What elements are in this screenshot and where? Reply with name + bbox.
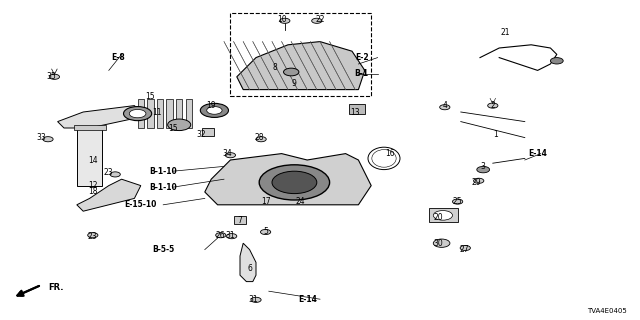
Text: 15: 15 bbox=[145, 92, 156, 100]
Text: 5: 5 bbox=[263, 228, 268, 236]
Text: 23: 23 bbox=[88, 232, 98, 241]
Circle shape bbox=[488, 103, 498, 108]
Text: 10: 10 bbox=[276, 15, 287, 24]
Polygon shape bbox=[205, 154, 371, 205]
Circle shape bbox=[216, 233, 226, 238]
Text: 1: 1 bbox=[493, 130, 499, 139]
Circle shape bbox=[280, 18, 290, 23]
Circle shape bbox=[433, 239, 450, 247]
Text: B-5-5: B-5-5 bbox=[152, 245, 174, 254]
Text: 22: 22 bbox=[316, 15, 324, 24]
Circle shape bbox=[227, 234, 237, 239]
Text: B-1-10: B-1-10 bbox=[149, 183, 177, 192]
Circle shape bbox=[474, 178, 484, 183]
Text: 20: 20 bbox=[433, 213, 444, 222]
Circle shape bbox=[272, 171, 317, 194]
Circle shape bbox=[88, 233, 98, 238]
Circle shape bbox=[124, 107, 152, 121]
Bar bbox=[157, 99, 163, 128]
Text: 32: 32 bbox=[196, 130, 207, 139]
Text: 28: 28 bbox=[255, 133, 264, 142]
Text: 15: 15 bbox=[168, 124, 178, 132]
Text: 9: 9 bbox=[292, 79, 297, 88]
Circle shape bbox=[200, 103, 228, 117]
Text: 12: 12 bbox=[88, 181, 97, 190]
Polygon shape bbox=[77, 179, 141, 211]
Text: E-14: E-14 bbox=[298, 295, 317, 304]
Text: 23: 23 bbox=[104, 168, 114, 177]
Bar bbox=[77, 128, 102, 186]
Text: 31: 31 bbox=[248, 295, 258, 304]
Text: FR.: FR. bbox=[48, 284, 63, 292]
Text: E-15-10: E-15-10 bbox=[125, 200, 157, 209]
Text: 33: 33 bbox=[36, 133, 47, 142]
Text: 8: 8 bbox=[273, 63, 278, 72]
Text: 14: 14 bbox=[88, 156, 98, 164]
Polygon shape bbox=[240, 243, 256, 282]
Text: 7: 7 bbox=[237, 216, 243, 225]
Bar bbox=[349, 104, 365, 114]
Text: 17: 17 bbox=[260, 197, 271, 206]
Text: E-8: E-8 bbox=[111, 53, 125, 62]
Ellipse shape bbox=[372, 150, 396, 167]
Circle shape bbox=[168, 119, 191, 131]
Bar bbox=[138, 99, 144, 128]
Bar bbox=[429, 208, 458, 222]
Circle shape bbox=[259, 165, 330, 200]
Bar bbox=[186, 99, 192, 128]
Circle shape bbox=[129, 109, 146, 118]
Circle shape bbox=[550, 58, 563, 64]
Text: 2: 2 bbox=[490, 101, 495, 110]
Text: 6: 6 bbox=[247, 264, 252, 273]
Bar bbox=[230, 13, 371, 96]
Text: 3: 3 bbox=[481, 162, 486, 171]
Circle shape bbox=[312, 18, 322, 23]
Text: B-1-10: B-1-10 bbox=[149, 167, 177, 176]
Circle shape bbox=[433, 211, 452, 220]
Text: 18: 18 bbox=[88, 188, 97, 196]
Text: E-14: E-14 bbox=[528, 149, 547, 158]
Circle shape bbox=[110, 172, 120, 177]
Bar bbox=[147, 99, 154, 128]
Text: 24: 24 bbox=[296, 197, 306, 206]
Polygon shape bbox=[237, 42, 365, 90]
Circle shape bbox=[225, 153, 236, 158]
Bar bbox=[202, 128, 214, 136]
Text: 19: 19 bbox=[206, 101, 216, 110]
Circle shape bbox=[452, 199, 463, 204]
Circle shape bbox=[460, 245, 470, 251]
Polygon shape bbox=[58, 106, 141, 128]
Text: 4: 4 bbox=[442, 101, 447, 110]
Text: 27: 27 bbox=[459, 245, 469, 254]
Text: E-2: E-2 bbox=[355, 53, 369, 62]
Circle shape bbox=[43, 137, 53, 142]
Text: 21: 21 bbox=[501, 28, 510, 36]
Text: 16: 16 bbox=[385, 149, 396, 158]
Circle shape bbox=[260, 229, 271, 235]
Circle shape bbox=[49, 74, 60, 79]
Bar bbox=[166, 99, 173, 128]
Circle shape bbox=[477, 166, 490, 173]
Text: 11: 11 bbox=[152, 108, 161, 116]
Circle shape bbox=[256, 137, 266, 142]
Circle shape bbox=[440, 105, 450, 110]
Bar bbox=[234, 216, 246, 224]
Text: 26: 26 bbox=[216, 231, 226, 240]
Circle shape bbox=[251, 297, 261, 302]
Text: 30: 30 bbox=[433, 239, 444, 248]
Bar bbox=[176, 99, 182, 128]
Text: 25: 25 bbox=[452, 197, 463, 206]
Text: 13: 13 bbox=[350, 108, 360, 116]
Circle shape bbox=[207, 107, 222, 114]
Text: 35: 35 bbox=[46, 72, 56, 81]
Text: 29: 29 bbox=[472, 178, 482, 187]
Circle shape bbox=[284, 68, 299, 76]
Text: TVA4E0405: TVA4E0405 bbox=[588, 308, 627, 314]
Bar bbox=[74, 125, 106, 130]
Text: B-1: B-1 bbox=[355, 69, 369, 78]
Text: 34: 34 bbox=[222, 149, 232, 158]
Text: 31: 31 bbox=[225, 231, 236, 240]
